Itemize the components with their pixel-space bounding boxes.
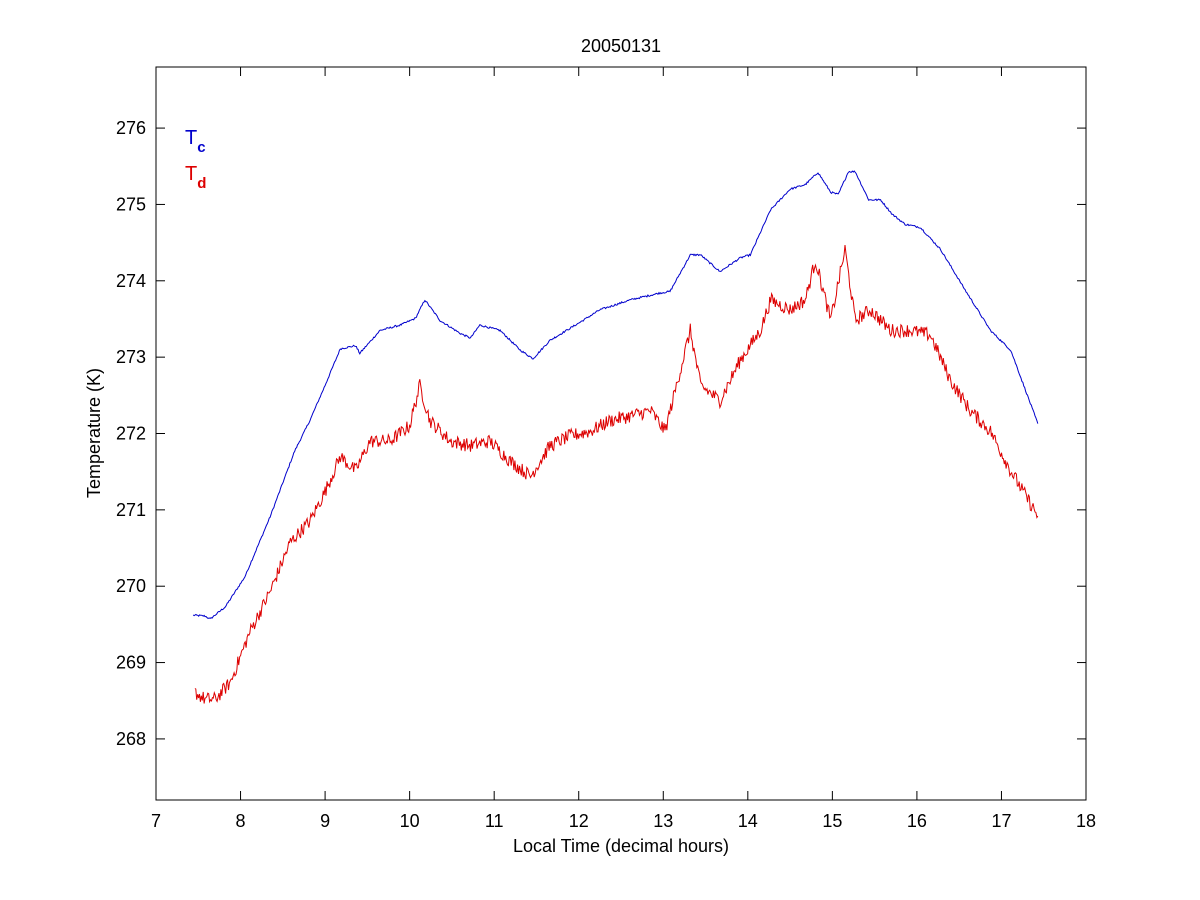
series-line-tc <box>192 170 1039 619</box>
legend-entry-tc: Tc <box>185 127 206 156</box>
x-tick-label: 13 <box>653 811 673 831</box>
y-tick-label: 274 <box>116 271 146 291</box>
chart-title: 20050131 <box>581 36 661 56</box>
x-tick-label: 9 <box>320 811 330 831</box>
series-line-td <box>194 245 1039 704</box>
x-tick-label: 11 <box>485 811 504 831</box>
x-tick-label: 18 <box>1076 811 1096 831</box>
y-tick-label: 273 <box>116 347 146 367</box>
y-tick-label: 272 <box>116 424 146 444</box>
legend-entry-td: Td <box>185 163 206 192</box>
y-tick-label: 271 <box>116 500 146 520</box>
x-tick-label: 12 <box>569 811 589 831</box>
x-tick-label: 10 <box>400 811 420 831</box>
x-tick-label: 7 <box>151 811 161 831</box>
x-tick-label: 16 <box>907 811 927 831</box>
legend-label: T <box>185 163 197 185</box>
x-tick-label: 17 <box>991 811 1011 831</box>
x-tick-label: 8 <box>236 811 246 831</box>
x-axis-label: Local Time (decimal hours) <box>513 836 729 856</box>
y-axis-label: Temperature (K) <box>84 368 104 498</box>
y-tick-label: 269 <box>116 653 146 673</box>
y-tick-label: 276 <box>116 118 146 138</box>
y-tick-label: 275 <box>116 194 146 214</box>
legend-subscript: d <box>197 175 206 192</box>
x-tick-label: 14 <box>738 811 758 831</box>
plot-area <box>155 66 1087 801</box>
y-tick-label: 268 <box>116 729 146 749</box>
x-tick-label: 15 <box>822 811 842 831</box>
y-tick-label: 270 <box>116 576 146 596</box>
legend-subscript: c <box>197 139 205 156</box>
legend-label: T <box>185 127 197 149</box>
